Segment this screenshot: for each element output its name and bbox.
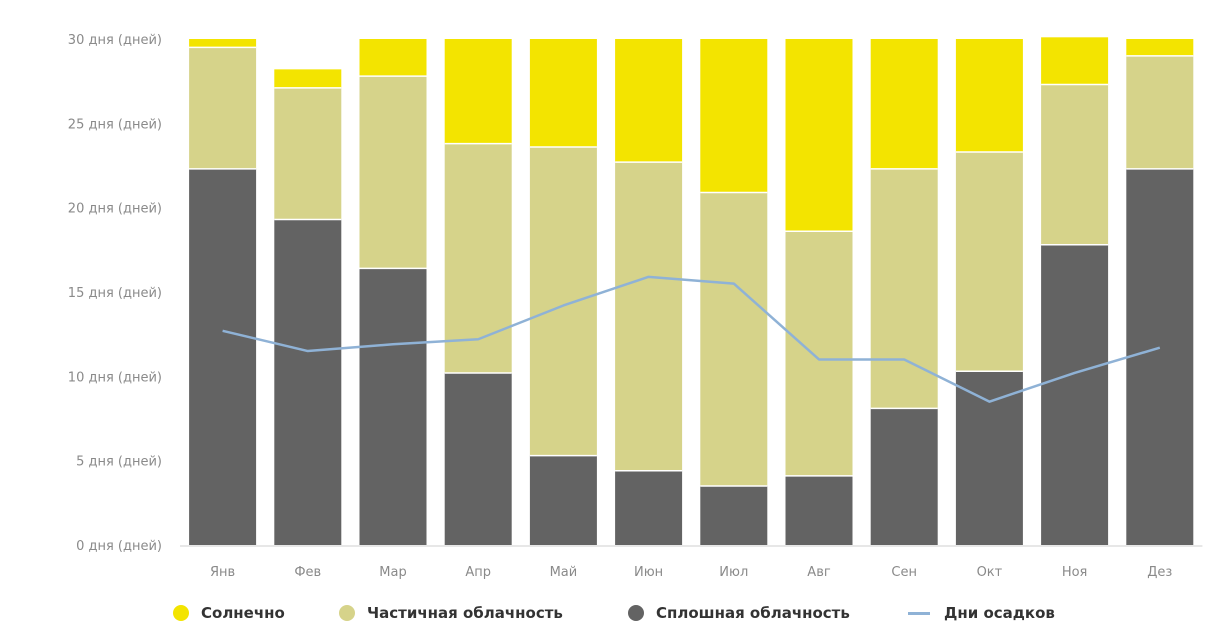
y-tick-label: 10 дня (дней)	[68, 370, 162, 385]
x-tick-label: Сен	[891, 565, 917, 580]
bar-partly-cloudy-segment	[615, 162, 683, 471]
y-axis: 0 дня (дней) 5 дня (дней) 10 дня (дней) 15 …	[68, 33, 162, 554]
x-tick-label: Окт	[977, 565, 1003, 580]
bar-overcast-segment	[1126, 168, 1194, 545]
stacked-bars	[189, 37, 1194, 546]
x-tick-label: Дез	[1147, 565, 1172, 580]
x-tick-label: Июн	[634, 565, 663, 580]
x-axis: Янв Фев Мар Апр Май Июн Июл Авг Сен Окт Ноя Дез	[180, 545, 1203, 580]
bar-overcast-segment	[615, 470, 683, 545]
bar-sunny-segment	[359, 39, 427, 77]
bar-overcast-segment	[700, 485, 768, 545]
bar-overcast-segment	[189, 168, 257, 545]
bar-partly-cloudy-segment	[785, 231, 853, 476]
y-tick-label: 30 дня (дней)	[68, 33, 162, 48]
bar-overcast-segment	[1041, 244, 1109, 546]
bar-partly-cloudy-segment	[870, 168, 938, 409]
bar-sunny-segment	[189, 39, 257, 48]
bar-sunny-segment	[700, 39, 768, 193]
bar-sunny-segment	[955, 39, 1023, 153]
legend-precipitation-swatch	[908, 611, 930, 615]
bar-partly-cloudy-segment	[1126, 55, 1194, 169]
bar-partly-cloudy-segment	[444, 143, 512, 373]
cloud-cover-chart: 0 дня (дней) 5 дня (дней) 10 дня (дней) 15 …	[68, 33, 1203, 580]
precipitation-line-layer	[222, 275, 1161, 403]
bar-overcast-segment	[785, 475, 853, 545]
y-tick-label: 20 дня (дней)	[68, 202, 162, 217]
bar-sunny-segment	[529, 39, 597, 147]
precipitation-days-line	[222, 275, 1161, 403]
y-tick-label: 5 дня (дней)	[76, 455, 162, 470]
bar-sunny-segment	[444, 39, 512, 144]
legend-item-precipitation-days[interactable]: Дни осадков	[908, 604, 1055, 622]
bar-partly-cloudy-segment	[1041, 84, 1109, 245]
bar-partly-cloudy-segment	[359, 76, 427, 269]
bar-overcast-segment	[359, 268, 427, 545]
bar-partly-cloudy-segment	[529, 146, 597, 456]
bar-overcast-segment	[529, 455, 597, 545]
x-tick-label: Янв	[210, 565, 235, 580]
bar-sunny-segment	[870, 39, 938, 169]
legend-overcast-swatch	[628, 605, 644, 621]
bar-overcast-segment	[444, 372, 512, 545]
legend-item-partly-cloudy[interactable]: Частичная облачность	[339, 604, 563, 622]
bar-sunny-segment	[274, 69, 342, 88]
legend-precipitation-label: Дни осадков	[944, 604, 1055, 622]
bar-sunny-segment	[1041, 37, 1109, 85]
bar-partly-cloudy-segment	[274, 87, 342, 220]
legend-item-sunny[interactable]: Солнечно	[173, 604, 285, 622]
bar-partly-cloudy-segment	[189, 47, 257, 169]
legend-partly-cloudy-swatch	[339, 605, 355, 621]
x-tick-label: Апр	[465, 565, 491, 580]
legend-partly-cloudy-label: Частичная облачность	[367, 604, 563, 622]
bar-sunny-segment	[1126, 39, 1194, 56]
bar-partly-cloudy-segment	[700, 192, 768, 486]
bar-overcast-segment	[955, 371, 1023, 545]
y-tick-label: 15 дня (дней)	[68, 286, 162, 301]
y-tick-label: 25 дня (дней)	[68, 117, 162, 132]
bar-sunny-segment	[785, 39, 853, 232]
x-tick-label: Мар	[379, 565, 406, 580]
bar-sunny-segment	[615, 39, 683, 163]
legend-item-overcast[interactable]: Сплошная облачность	[628, 604, 850, 622]
x-tick-label: Июл	[719, 565, 748, 580]
bar-partly-cloudy-segment	[955, 152, 1023, 372]
chart-legend: Солнечно Частичная облачность Сплошная о…	[0, 604, 1219, 632]
legend-sunny-label: Солнечно	[201, 604, 285, 622]
x-tick-label: Фев	[294, 565, 321, 580]
x-tick-label: Авг	[807, 565, 831, 580]
legend-sunny-swatch	[173, 605, 189, 621]
x-tick-label: Май	[550, 565, 578, 580]
legend-overcast-label: Сплошная облачность	[656, 604, 850, 622]
x-tick-label: Ноя	[1062, 565, 1088, 580]
y-tick-label: 0 дня (дней)	[76, 539, 162, 554]
bar-overcast-segment	[274, 219, 342, 545]
bar-overcast-segment	[870, 408, 938, 545]
